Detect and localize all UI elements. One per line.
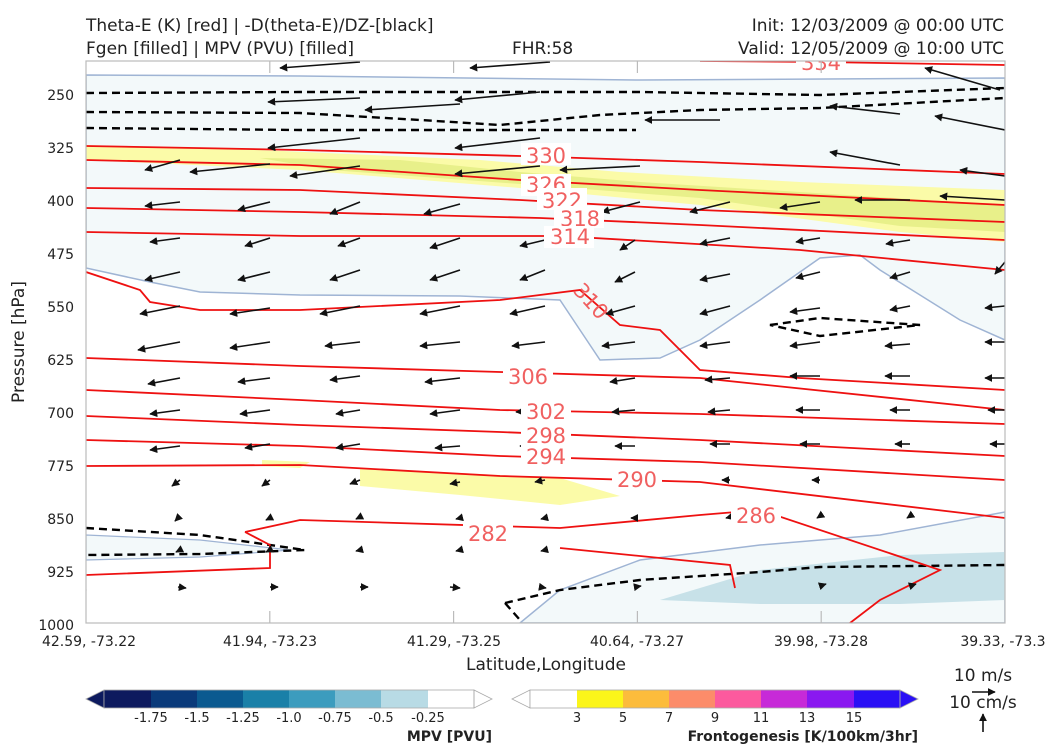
- fgen-tick-label: 7: [665, 711, 673, 726]
- title-line-2: Fgen [filled] | MPV (PVU) [filled]: [86, 39, 354, 59]
- quiver-w-label: 10 cm/s: [949, 693, 1017, 713]
- mpv-tick-label: -1.25: [226, 711, 260, 726]
- fgen-tick-label: 15: [846, 711, 863, 726]
- quiver-key: 10 m/s 10 cm/s: [949, 666, 1017, 732]
- fgen-colorbar-title: Frontogenesis [K/100km/3hr]: [688, 729, 918, 745]
- svg-text:302: 302: [526, 400, 566, 424]
- mpv-tick-label: -1.0: [276, 711, 301, 726]
- mpv-colorbar: -1.75 -1.5 -1.25 -1.0 -0.75 -0.5 -0.25 M…: [85, 689, 493, 745]
- fgen-fill-upper: [86, 145, 1005, 242]
- plot-area: 334 330 326 322 318 314 310 306 302 298 …: [86, 61, 1005, 623]
- y-axis-label: Pressure [hPa]: [9, 281, 29, 403]
- mpv-tick-label: -0.75: [318, 711, 352, 726]
- plot-frame: [85, 60, 1006, 624]
- fgen-tick-label: 11: [753, 711, 770, 726]
- svg-text:298: 298: [526, 424, 566, 448]
- mpv-tick-label: -0.5: [368, 711, 393, 726]
- y-tick-label: 925: [47, 565, 74, 581]
- mpv-tick-label: -1.5: [184, 711, 209, 726]
- init-time: Init: 12/03/2009 @ 00:00 UTC: [752, 16, 1004, 36]
- x-tick-label: 39.98, -73.28: [774, 634, 868, 650]
- x-tick-label: 41.29, -73.25: [407, 634, 501, 650]
- y-tick-label: 700: [47, 406, 74, 422]
- y-tick-label: 775: [47, 459, 74, 475]
- fgen-tick-label: 3: [573, 711, 581, 726]
- x-tick-label: 42.59, -73.22: [42, 634, 136, 650]
- theta-e-labels: 334 330 326 322 318 314 310 306 302 298 …: [463, 61, 846, 546]
- svg-text:294: 294: [526, 445, 566, 469]
- svg-text:306: 306: [508, 365, 548, 389]
- forecast-hour: FHR:58: [512, 39, 573, 59]
- x-axis-label: Latitude,Longitude: [466, 655, 626, 675]
- mpv-tick-label: -1.75: [134, 711, 168, 726]
- x-tick-label: 40.64, -73.27: [590, 634, 684, 650]
- svg-text:290: 290: [617, 468, 657, 492]
- x-tick-label: 39.33, -73.3: [960, 634, 1045, 650]
- x-tick-labels: 42.59, -73.22 41.94, -73.23 41.29, -73.2…: [42, 634, 1046, 650]
- y-tick-label: 250: [47, 88, 74, 104]
- y-tick-label: 475: [47, 247, 74, 263]
- fgen-fill-mid: [360, 468, 620, 505]
- svg-text:286: 286: [736, 504, 776, 528]
- x-tick-label: 41.94, -73.23: [223, 634, 317, 650]
- fgen-tick-label: 13: [799, 711, 816, 726]
- y-tick-label: 1000: [38, 618, 74, 634]
- y-tick-labels: 250 325 400 475 550 625 700 775 850 925 …: [38, 88, 74, 634]
- svg-text:314: 314: [550, 225, 590, 249]
- y-tick-label: 325: [47, 141, 74, 157]
- mpv-colorbar-title: MPV [PVU]: [407, 729, 492, 745]
- title-line-1: Theta-E (K) [red] | -D(theta-E)/DZ-[blac…: [85, 16, 434, 36]
- y-tick-label: 850: [47, 512, 74, 528]
- svg-text:330: 330: [526, 144, 566, 168]
- x-tick-marks: [269, 61, 822, 623]
- valid-time: Valid: 12/05/2009 @ 10:00 UTC: [738, 39, 1004, 59]
- svg-text:282: 282: [468, 522, 508, 546]
- fgen-fill-upper-core: [260, 158, 1005, 232]
- fgen-tick-label: 5: [619, 711, 627, 726]
- y-tick-label: 550: [47, 300, 74, 316]
- fgen-colorbar: 3 5 7 9 11 13 15 Frontogenesis [K/100km/…: [511, 689, 919, 745]
- fgen-tick-label: 9: [711, 711, 719, 726]
- mpv-tick-label: -0.25: [411, 711, 445, 726]
- y-tick-label: 625: [47, 353, 74, 369]
- dthetae-dz-contours: [86, 86, 1005, 621]
- y-tick-label: 400: [47, 194, 74, 210]
- quiver-u-label: 10 m/s: [954, 666, 1012, 686]
- mpv-fill-bottom-left: [86, 534, 291, 561]
